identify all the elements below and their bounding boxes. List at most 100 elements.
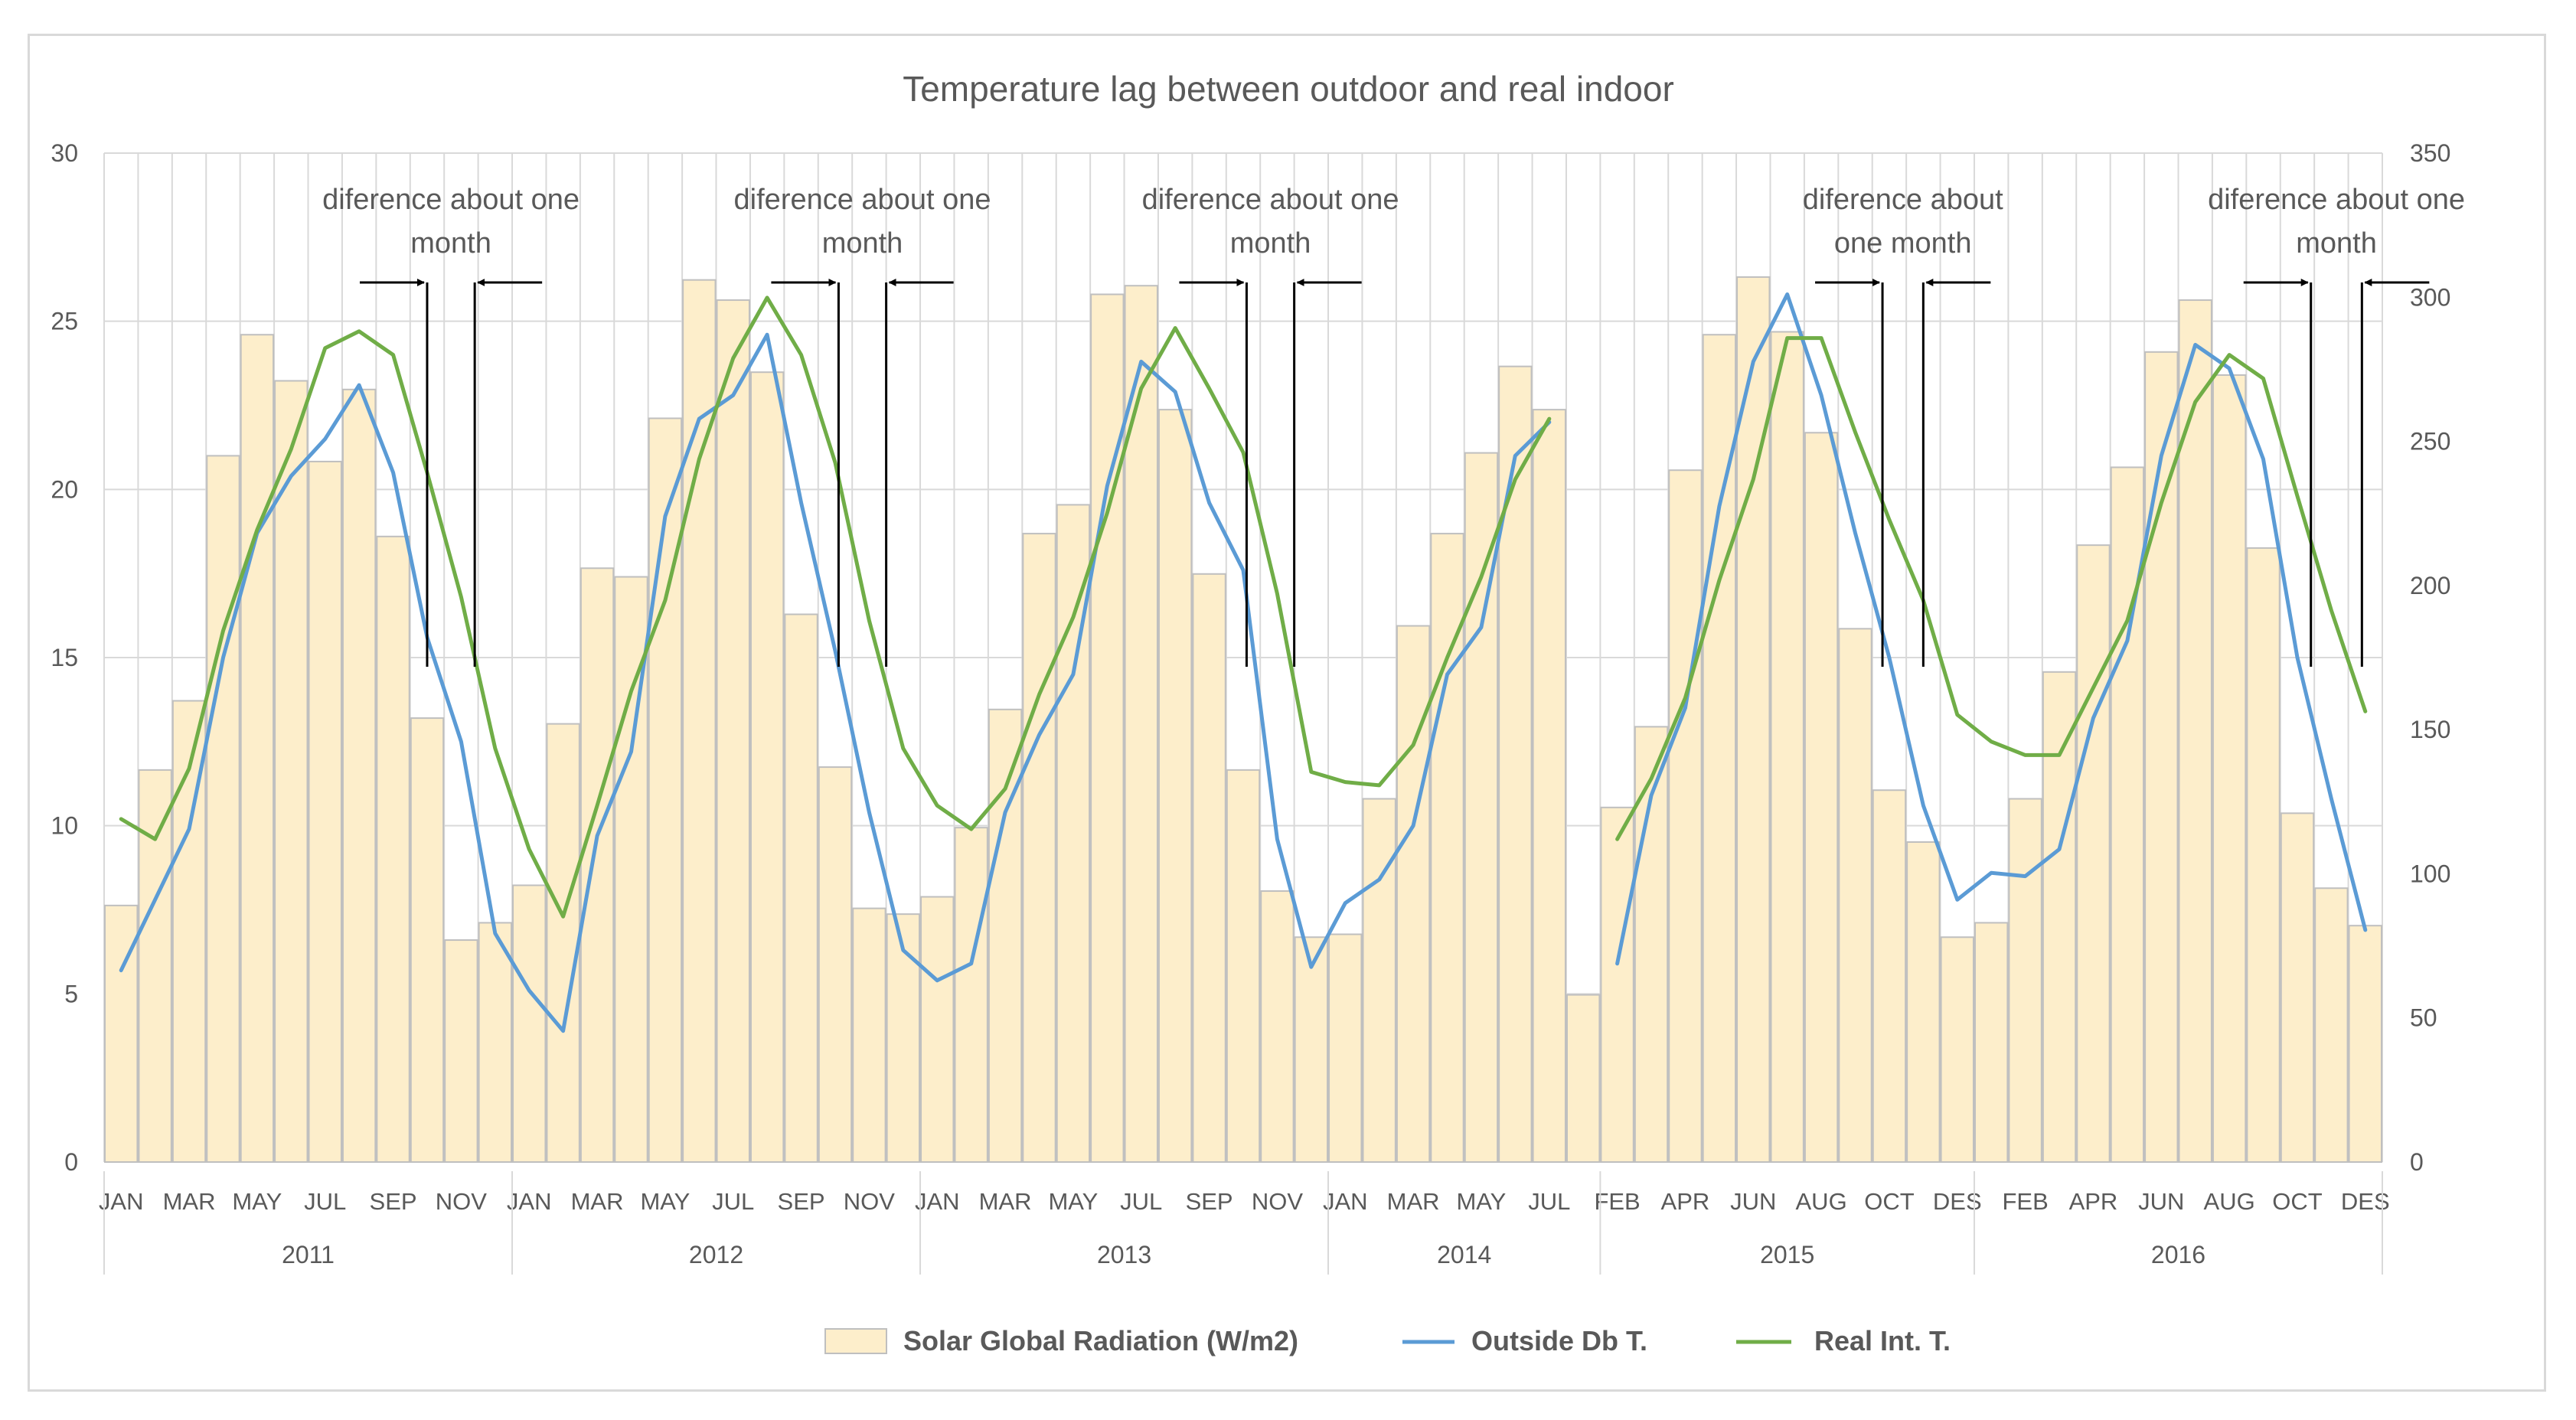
bar-solar-radiation [1906,841,1941,1164]
legend-swatch-solar [824,1328,887,1354]
bar-solar-radiation [1226,769,1261,1163]
bar-solar-radiation [2314,887,2349,1164]
bar-solar-radiation [1770,331,1804,1164]
x-year-label: 2016 [2151,1241,2205,1268]
bar-solar-radiation [1362,798,1396,1164]
y-right-tick-label: 200 [2410,572,2450,599]
bar-solar-radiation [1974,922,2009,1163]
bar-solar-radiation [308,460,342,1163]
bar-solar-radiation [240,334,275,1163]
x-tick-month-label: JUL [304,1188,346,1215]
x-year-label: 2011 [282,1241,335,1268]
bar-solar-radiation [2076,544,2111,1163]
chart-frame [28,34,2546,1392]
x-tick-month-label: JUN [2138,1188,2184,1215]
bar-solar-radiation [920,896,955,1164]
x-tick-month-label: SEP [370,1188,417,1215]
bar-solar-radiation [1022,533,1056,1163]
bar-solar-radiation [1804,432,1839,1163]
x-tick-month-label: MAR [571,1188,624,1215]
bar-solar-radiation [954,827,988,1163]
y-right-tick-label: 100 [2410,860,2450,887]
bar-solar-radiation [138,769,172,1163]
bar-solar-radiation [341,388,377,1163]
x-tick-month-label: NOV [1252,1188,1304,1215]
annotation-text: diference about one [2208,184,2465,216]
legend-label-indoor: Real Int. T. [1814,1325,1951,1356]
x-tick-month-label: JAN [99,1188,144,1215]
y-left-tick-label: 20 [51,475,78,503]
x-year-label: 2015 [1760,1241,1814,1268]
bar-solar-radiation [1872,789,1907,1164]
bar-solar-radiation [1566,994,1601,1164]
bar-solar-radiation [1157,409,1193,1163]
bar-solar-radiation [784,613,818,1163]
x-tick-month-label: MAY [1456,1188,1506,1215]
bar-solar-radiation [1940,936,1974,1163]
y-right-tick-label: 0 [2410,1148,2424,1176]
bar-solar-radiation [580,567,615,1163]
line-outside-temp [119,332,1552,1033]
x-tick-month-label: MAR [1387,1188,1440,1215]
bar-solar-radiation [648,417,683,1163]
bar-solar-radiation [2008,798,2042,1164]
bar-solar-radiation [716,299,750,1164]
bar-solar-radiation [410,717,445,1163]
x-tick-month-label: JUL [712,1188,754,1215]
y-right-tick-label: 150 [2410,716,2450,743]
y-right-tick-label: 50 [2410,1004,2437,1032]
bar-solar-radiation [274,380,309,1163]
annotation-text: diference about [1803,184,2003,216]
y-left-tick-label: 0 [64,1148,78,1176]
y-left-tick-label: 5 [64,980,78,1007]
bar-solar-radiation [478,922,513,1163]
bar-solar-radiation [749,371,785,1163]
annotation-text: diference about one [734,184,991,216]
y-left-tick-label: 25 [51,308,78,335]
x-tick-month-label: AUG [1796,1188,1847,1215]
x-tick-month-label: FEB [2002,1188,2048,1215]
bar-solar-radiation [512,884,547,1164]
bar-solar-radiation [1124,285,1158,1163]
bar-solar-radiation [1498,365,1533,1164]
bar-solar-radiation [444,939,478,1164]
bar-solar-radiation [1532,409,1566,1163]
annotation-text: month [2296,227,2377,260]
x-tick-month-label: JUL [1120,1188,1162,1215]
x-tick-month-label: APR [2069,1188,2118,1215]
bar-solar-radiation [1396,625,1431,1163]
bar-solar-radiation [1600,806,1634,1163]
x-tick-month-label: NOV [436,1188,488,1215]
x-year-label: 2013 [1097,1241,1151,1268]
bar-solar-radiation [1294,936,1329,1163]
line-indoor-temp [1615,336,2368,841]
x-tick-month-label: JAN [507,1188,552,1215]
line-outside-temp [1615,292,2368,966]
bar-solar-radiation [1192,573,1226,1163]
x-tick-month-label: OCT [1864,1188,1915,1215]
x-tick-month-label: MAY [1048,1188,1098,1215]
bar-solar-radiation [1328,933,1363,1163]
x-tick-month-label: MAR [163,1188,216,1215]
bar-solar-radiation [206,455,240,1163]
y-left-tick-label: 10 [51,812,78,840]
x-year-label: 2014 [1437,1241,1491,1268]
bar-solar-radiation [852,907,886,1164]
x-tick-month-label: AUG [2204,1188,2255,1215]
bar-solar-radiation [1838,628,1872,1163]
annotation-text: diference about one [322,184,580,216]
bar-solar-radiation [1668,469,1703,1163]
y-left-tick-label: 15 [51,644,78,671]
annotation-text: month [1230,227,1311,260]
bar-solar-radiation [988,708,1023,1163]
x-tick-month-label: OCT [2272,1188,2323,1215]
x-tick-month-label: JAN [1323,1188,1368,1215]
line-indoor-temp [119,295,1552,919]
bar-solar-radiation [2280,812,2315,1163]
bar-solar-radiation [1090,293,1125,1163]
x-tick-month-label: JAN [915,1188,960,1215]
annotation-text: month [410,227,491,260]
x-tick-month-label: FEB [1594,1188,1640,1215]
annotation-text: month [822,227,903,260]
legend-label-outside: Outside Db T. [1471,1325,1647,1356]
